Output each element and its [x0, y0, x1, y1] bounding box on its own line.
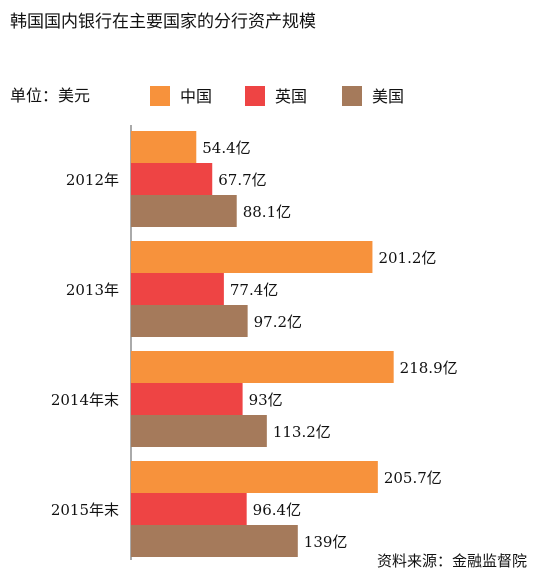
legend-label-2: 英国 [275, 87, 307, 106]
legend-swatch-3 [342, 86, 362, 106]
bar [131, 305, 248, 337]
data-label: 67.7亿 [218, 171, 266, 189]
data-label: 54.4亿 [202, 139, 250, 157]
data-label: 77.4亿 [230, 281, 278, 299]
legend-label-1: 中国 [180, 87, 212, 106]
legend-swatch-1 [150, 86, 170, 106]
category-label: 2012年 [66, 171, 119, 189]
bar [131, 493, 247, 525]
bar [131, 383, 243, 415]
bar [131, 163, 213, 195]
source-note: 资料来源：金融监督院 [377, 552, 527, 570]
unit-label: 单位：美元 [10, 86, 90, 105]
chart-title: 韩国国内银行在主要国家的分行资产规模 [10, 12, 316, 32]
data-label: 88.1亿 [243, 203, 291, 221]
data-label: 205.7亿 [384, 469, 442, 487]
data-label: 97.2亿 [254, 313, 302, 331]
bar [131, 273, 224, 305]
bar [131, 525, 298, 557]
bar [131, 241, 373, 273]
bar [131, 461, 378, 493]
plot-area: 2012年 54.4亿 67.7亿 88.1亿 2013年 201.2亿 77.4亿 97.2… [51, 131, 458, 557]
data-label: 139亿 [304, 533, 348, 551]
category-label: 2015年末 [51, 501, 119, 519]
bar [131, 351, 394, 383]
legend: 中国 英国 美国 [150, 86, 404, 106]
category-label: 2014年末 [51, 391, 119, 409]
bar [131, 415, 267, 447]
bar [131, 131, 197, 163]
data-label: 201.2亿 [378, 249, 436, 267]
data-label: 113.2亿 [273, 423, 331, 441]
data-label: 96.4亿 [253, 501, 301, 519]
legend-swatch-2 [245, 86, 265, 106]
bar [131, 195, 237, 227]
category-label: 2013年 [66, 281, 119, 299]
data-label: 218.9亿 [400, 359, 458, 377]
legend-label-3: 美国 [372, 87, 404, 106]
data-label: 93亿 [249, 391, 283, 409]
